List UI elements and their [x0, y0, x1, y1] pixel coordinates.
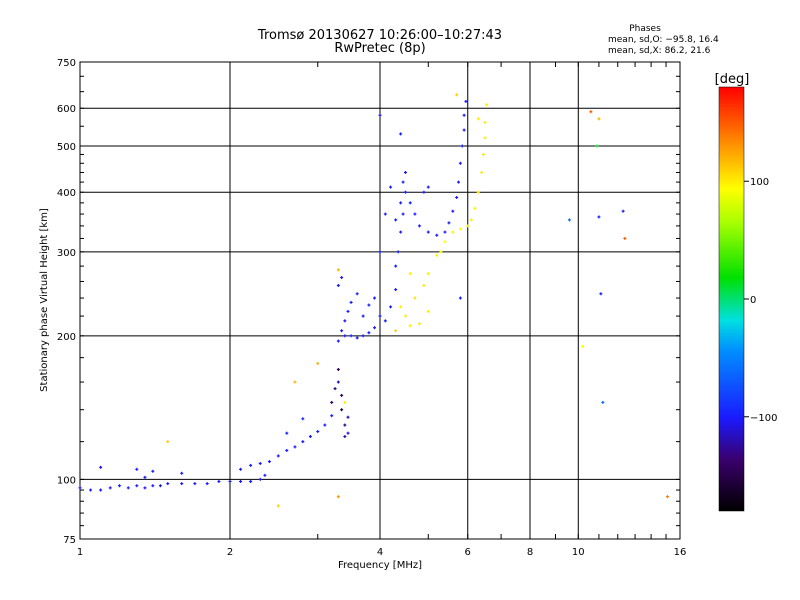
x-axis: 1 2 4 6 8 10 16	[77, 62, 687, 558]
y-axis-label: Stationary phase Virtual Height [km]	[39, 208, 50, 392]
data-points	[78, 93, 669, 508]
colorbar-tick-label: 100	[750, 177, 769, 188]
grid-lines	[80, 62, 680, 539]
y-tick-label: 500	[57, 142, 76, 153]
x-tick-label: 1	[77, 547, 83, 558]
phase-legend-o: mean, sd,O: −95.8, 16.4	[608, 35, 719, 45]
y-tick-label: 100	[57, 475, 76, 486]
colorbar-ticks: 100 0 −100	[744, 177, 777, 424]
phase-legend-heading: Phases	[629, 24, 661, 34]
y-axis: 75 100 200 300 400 500 600 750	[57, 58, 680, 546]
y-tick-label: 600	[57, 104, 76, 115]
plot-frame	[79, 61, 681, 540]
colorbar	[718, 86, 745, 512]
y-tick-label: 400	[57, 188, 76, 199]
x-tick-label: 16	[674, 547, 687, 558]
x-tick-label: 6	[465, 547, 471, 558]
y-tick-label: 75	[63, 535, 76, 546]
phase-legend-x: mean, sd,X: 86.2, 21.6	[608, 46, 711, 56]
y-tick-label: 200	[57, 332, 76, 343]
x-tick-label: 2	[227, 547, 233, 558]
x-tick-label: 8	[527, 547, 533, 558]
x-tick-label: 10	[572, 547, 585, 558]
y-tick-label: 300	[57, 248, 76, 259]
chart-title: Tromsø 20130627 10:26:00–10:27:43	[257, 28, 502, 43]
x-axis-label: Frequency [MHz]	[338, 560, 422, 571]
colorbar-tick-label: −100	[750, 413, 777, 424]
colorbar-tick-label: 0	[750, 295, 756, 306]
chart-subtitle: RwPretec (8p)	[334, 41, 425, 56]
x-tick-label: 4	[377, 547, 383, 558]
colorbar-label: [deg]	[715, 72, 750, 87]
y-tick-label: 750	[57, 58, 76, 69]
